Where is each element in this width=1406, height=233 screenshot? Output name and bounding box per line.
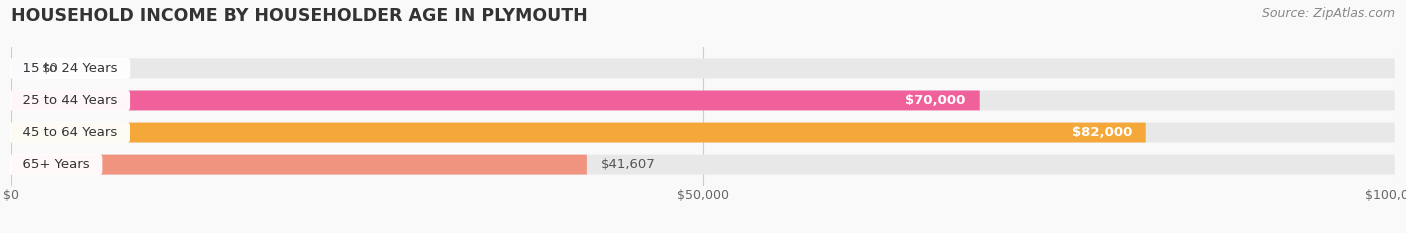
Text: 65+ Years: 65+ Years	[14, 158, 98, 171]
Text: HOUSEHOLD INCOME BY HOUSEHOLDER AGE IN PLYMOUTH: HOUSEHOLD INCOME BY HOUSEHOLDER AGE IN P…	[11, 7, 588, 25]
FancyBboxPatch shape	[11, 155, 586, 175]
FancyBboxPatch shape	[11, 123, 1395, 142]
FancyBboxPatch shape	[11, 91, 980, 110]
Text: $70,000: $70,000	[905, 94, 966, 107]
Text: $41,607: $41,607	[600, 158, 655, 171]
Text: Source: ZipAtlas.com: Source: ZipAtlas.com	[1261, 7, 1395, 20]
FancyBboxPatch shape	[11, 123, 1146, 142]
Text: 45 to 64 Years: 45 to 64 Years	[14, 126, 125, 139]
FancyBboxPatch shape	[11, 155, 1395, 175]
Text: $82,000: $82,000	[1071, 126, 1132, 139]
Text: 25 to 44 Years: 25 to 44 Years	[14, 94, 127, 107]
FancyBboxPatch shape	[11, 91, 1395, 110]
FancyBboxPatch shape	[11, 58, 37, 78]
Text: 15 to 24 Years: 15 to 24 Years	[14, 62, 127, 75]
FancyBboxPatch shape	[11, 58, 1395, 78]
Text: $0: $0	[42, 62, 59, 75]
